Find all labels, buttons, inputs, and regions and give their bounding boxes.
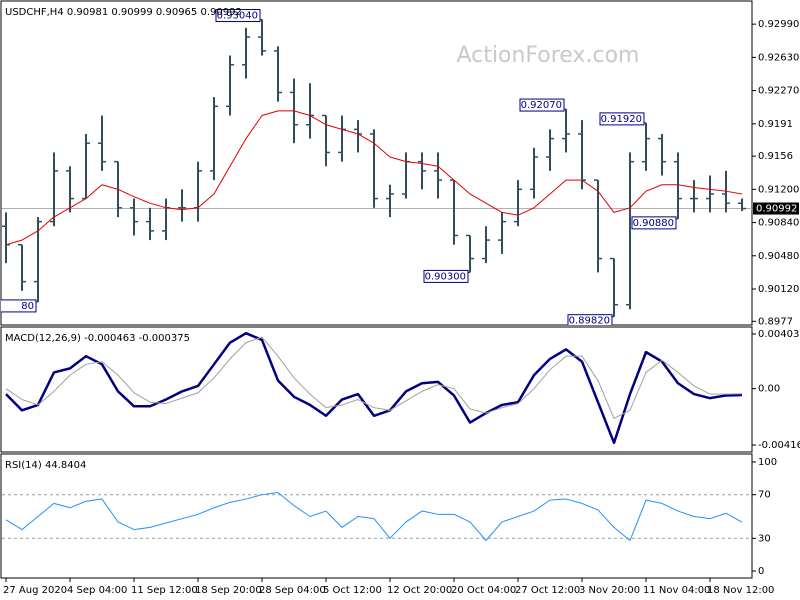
- y-tick-label: 0.9191: [758, 119, 793, 130]
- y-tick-label: 0.92270: [758, 86, 799, 97]
- last-price-label: 0.90992: [756, 204, 797, 215]
- last-price-box: [753, 202, 799, 215]
- annotation-box: [1, 299, 37, 313]
- panel-title: USDCHF,H4 0.90981 0.90999 0.90965 0.9099…: [5, 7, 242, 18]
- annotation-label: 0.91920: [601, 114, 642, 125]
- y-tick-label: 0.004039: [758, 329, 800, 340]
- x-tick-label: 11 Nov 04:00: [643, 585, 710, 596]
- macd-panel: [0, 326, 753, 453]
- series-line: [5, 336, 743, 419]
- annotations: 0.93040 0.92070 0.91920 0.90880 0.90300 0.898…: [1, 9, 678, 327]
- annotation-box: [519, 98, 565, 112]
- annotation-box: [567, 314, 613, 325]
- annotation-box: [423, 269, 469, 283]
- y-tick-label: 30: [758, 533, 771, 544]
- annotation-label: 0.89820: [569, 316, 610, 327]
- rsi-panel: [0, 453, 753, 579]
- x-tick-label: 28 Sep 04:00: [259, 585, 326, 596]
- panel-title: RSI(14) 44.8404: [5, 460, 86, 471]
- y-tick-label: 100: [758, 457, 777, 468]
- x-tick-label: 3 Nov 20:00: [579, 585, 640, 596]
- y-tick-label: 0: [758, 566, 764, 577]
- series-line: [5, 110, 743, 246]
- watermark: ActionForex.com: [457, 43, 640, 68]
- annotation-box: [599, 112, 645, 126]
- panel-title: MACD(12,26,9) -0.000463 -0.000375: [5, 333, 190, 344]
- y-tick-label: 0.92630: [758, 52, 799, 63]
- y-tick-label: 0.8977: [758, 316, 793, 327]
- annotation-label: 0.93040: [217, 11, 258, 22]
- x-tick-label: 5 Oct 12:00: [323, 585, 382, 596]
- y-tick-label: 0.90840: [758, 218, 799, 229]
- x-tick-label: 4 Sep 04:00: [67, 585, 127, 596]
- y-tick-label: 0.00: [758, 384, 780, 395]
- annotation-box: [215, 9, 261, 23]
- x-tick-label: 27 Oct 12:00: [515, 585, 580, 596]
- y-tick-label: 0.90120: [758, 284, 799, 295]
- y-tick-label: 0.91200: [758, 184, 799, 195]
- y-tick-label: 70: [758, 490, 771, 501]
- x-tick-label: 11 Sep 12:00: [131, 585, 198, 596]
- y-tick-label: 0.9156: [758, 151, 793, 162]
- x-tick-label: 18 Sep 20:00: [195, 585, 262, 596]
- x-tick-label: 12 Oct 20:00: [387, 585, 452, 596]
- x-tick-label: 20 Oct 04:00: [451, 585, 516, 596]
- x-tick-label: 27 Aug 2020: [3, 585, 67, 596]
- price-panel: [0, 0, 753, 326]
- y-tick-label: 0.90480: [758, 251, 799, 262]
- annotation-label: 0.90300: [425, 271, 466, 282]
- annotation-label: 80: [21, 301, 34, 312]
- annotation-label: 0.92070: [521, 100, 562, 111]
- series-line: [5, 492, 743, 541]
- y-tick-label: -0.00416: [758, 440, 800, 451]
- y-tick-label: 0.92990: [758, 19, 799, 30]
- annotation-label: 0.90880: [633, 218, 674, 229]
- series-line: [5, 331, 743, 445]
- x-tick-label: 18 Nov 12:00: [707, 585, 774, 596]
- annotation-box: [631, 216, 677, 230]
